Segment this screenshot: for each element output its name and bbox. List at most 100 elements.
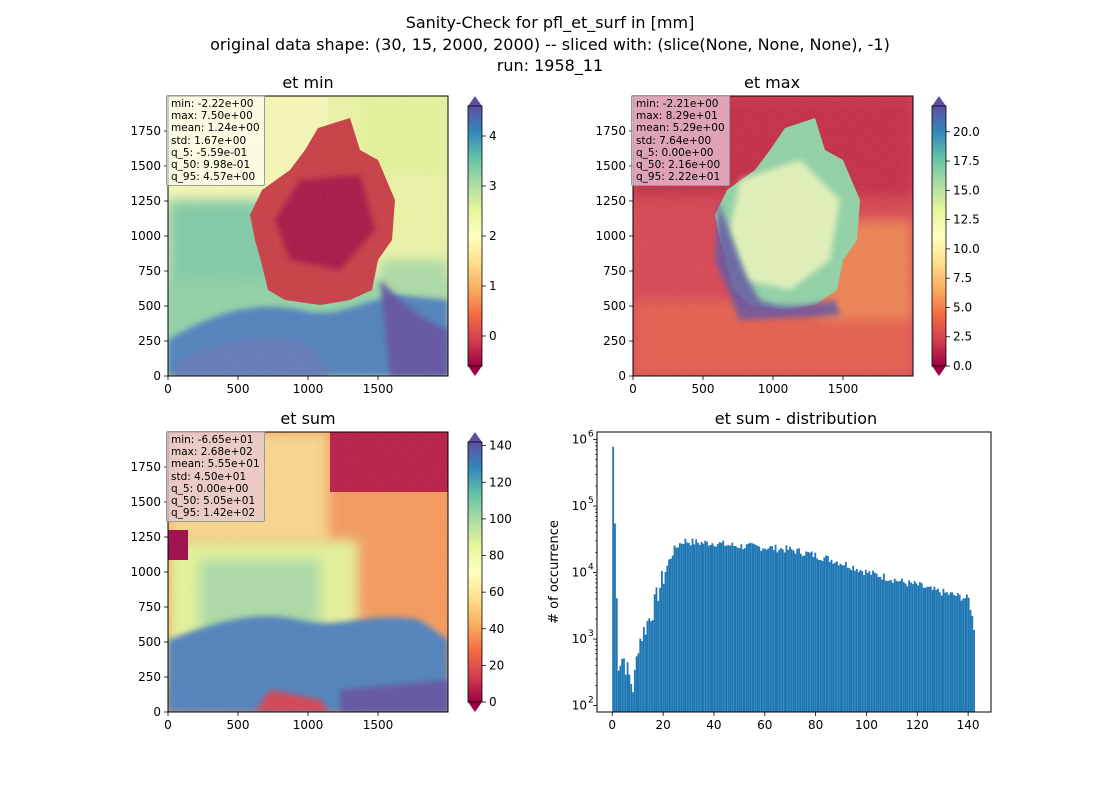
histogram-bar	[852, 565, 855, 712]
histogram-bar	[962, 598, 965, 712]
histogram-bar	[947, 594, 950, 712]
histogram-bar	[675, 547, 678, 712]
et-min-ytick-label: 500	[138, 299, 161, 313]
histogram-bar	[859, 569, 862, 712]
figure-subtitle: original data shape: (30, 15, 2000, 2000…	[210, 35, 890, 54]
histogram-bar	[753, 543, 755, 712]
histogram-bar	[641, 641, 643, 712]
histogram-bar	[670, 558, 672, 712]
histogram-bar	[623, 658, 625, 712]
et-sum-xtick-label: 0	[164, 718, 172, 732]
histogram-bar	[812, 557, 815, 712]
histogram-bar	[958, 594, 961, 712]
histogram-bar	[794, 553, 797, 712]
histogram-bar	[621, 658, 624, 712]
stat-q95: q_95: 1.42e+02	[171, 507, 256, 520]
histogram-bar	[973, 629, 976, 712]
histogram-bar	[834, 562, 837, 712]
histogram-bar	[929, 586, 932, 712]
histogram-bar	[836, 561, 838, 712]
histogram-bar	[931, 589, 934, 712]
histogram-bar	[928, 586, 930, 712]
histogram-bar	[920, 583, 923, 712]
histogram-bar	[747, 543, 750, 712]
et-max-ytick-label: 1750	[595, 124, 626, 138]
histogram-bar	[839, 563, 842, 712]
histogram-bar	[630, 684, 633, 712]
histogram-bar	[664, 571, 667, 712]
histogram-bar	[828, 561, 831, 712]
et-min-xtick-label: 1500	[363, 382, 394, 396]
et-min-ytick-label: 0	[153, 369, 161, 383]
histogram-bar	[689, 545, 692, 712]
histogram-bar	[904, 583, 907, 712]
histogram-bar	[861, 571, 864, 712]
histogram-bar	[798, 548, 800, 712]
histogram-bar	[956, 592, 959, 712]
stat-q5: q_5: 0.00e+00	[171, 482, 249, 495]
histogram-bar	[729, 545, 732, 712]
histogram-bar	[863, 575, 865, 712]
histogram-bar	[850, 570, 853, 712]
histogram-bar	[742, 549, 745, 712]
et-sum-title: et sum	[280, 409, 335, 428]
stat-mean: mean: 1.24e+00	[171, 122, 260, 135]
histogram-bar	[709, 545, 712, 712]
histogram-bar	[763, 548, 766, 712]
histogram-bar	[888, 580, 891, 712]
histogram-bar	[944, 592, 947, 712]
histogram-bar	[624, 674, 627, 712]
histogram-bar	[911, 584, 914, 712]
histogram-bar	[875, 573, 878, 712]
histogram-bar	[713, 546, 716, 712]
histogram-bar	[926, 586, 929, 712]
histogram-bar	[902, 582, 905, 712]
histogram-bar	[895, 580, 898, 712]
histogram-bar	[767, 548, 770, 712]
stat-min: min: -2.22e+00	[171, 98, 254, 110]
histogram-bar	[792, 550, 795, 712]
histogram-bar	[873, 572, 876, 712]
histogram-bar	[785, 545, 788, 712]
histogram-bar	[711, 543, 714, 712]
et-sum-colorbar-tick-label: 20	[489, 658, 504, 672]
histogram-bar	[789, 546, 791, 712]
histogram-bar	[736, 547, 739, 712]
et-sum-stats-box: min: -6.65e+01 max: 2.68e+02 mean: 5.55e…	[166, 431, 265, 523]
histogram-bar	[937, 588, 939, 712]
histogram-bar	[781, 549, 784, 712]
histogram-bar	[846, 567, 849, 712]
histogram-bar	[854, 570, 856, 712]
histogram-xtick-label: 140	[957, 718, 980, 732]
et-max-ytick-label: 250	[603, 334, 626, 348]
et-min-title: et min	[282, 73, 333, 92]
histogram-bar	[731, 542, 734, 712]
histogram-bar	[697, 542, 699, 712]
stat-min: min: -6.65e+01	[171, 434, 254, 446]
histogram-bar	[765, 549, 768, 712]
et-max-colorbar-tick-label: 7.5	[953, 271, 972, 285]
stat-q5: q_5: -5.59e-01	[171, 146, 248, 159]
histogram-bar	[749, 542, 752, 712]
histogram-bar	[653, 594, 656, 712]
histogram-bar	[843, 565, 846, 712]
stat-mean: mean: 5.55e+01	[171, 458, 260, 471]
histogram-bar	[738, 548, 741, 712]
et-sum-colorbar-tick-label: 0	[489, 695, 497, 709]
histogram-bar	[906, 586, 909, 712]
et-min-ytick-label: 1000	[130, 229, 161, 243]
histogram-panel: et sum - distribution 0 20 40 60 80 100 120 140…	[547, 409, 992, 732]
histogram-bar	[807, 551, 809, 712]
histogram-bar	[787, 549, 790, 712]
histogram-bar	[734, 546, 737, 712]
histogram-bar	[704, 540, 707, 712]
histogram-bar	[702, 543, 705, 712]
histogram-bar	[938, 592, 941, 712]
ytick-base: 10	[572, 699, 587, 713]
histogram-ytick-exponent: 6	[588, 430, 594, 440]
histogram-bar	[949, 592, 952, 712]
histogram-ytick-exponent: 5	[588, 496, 594, 506]
histogram-bar	[969, 610, 972, 712]
histogram-bar	[841, 565, 844, 712]
et-max-colorbar-tick-label: 20.0	[953, 125, 980, 139]
